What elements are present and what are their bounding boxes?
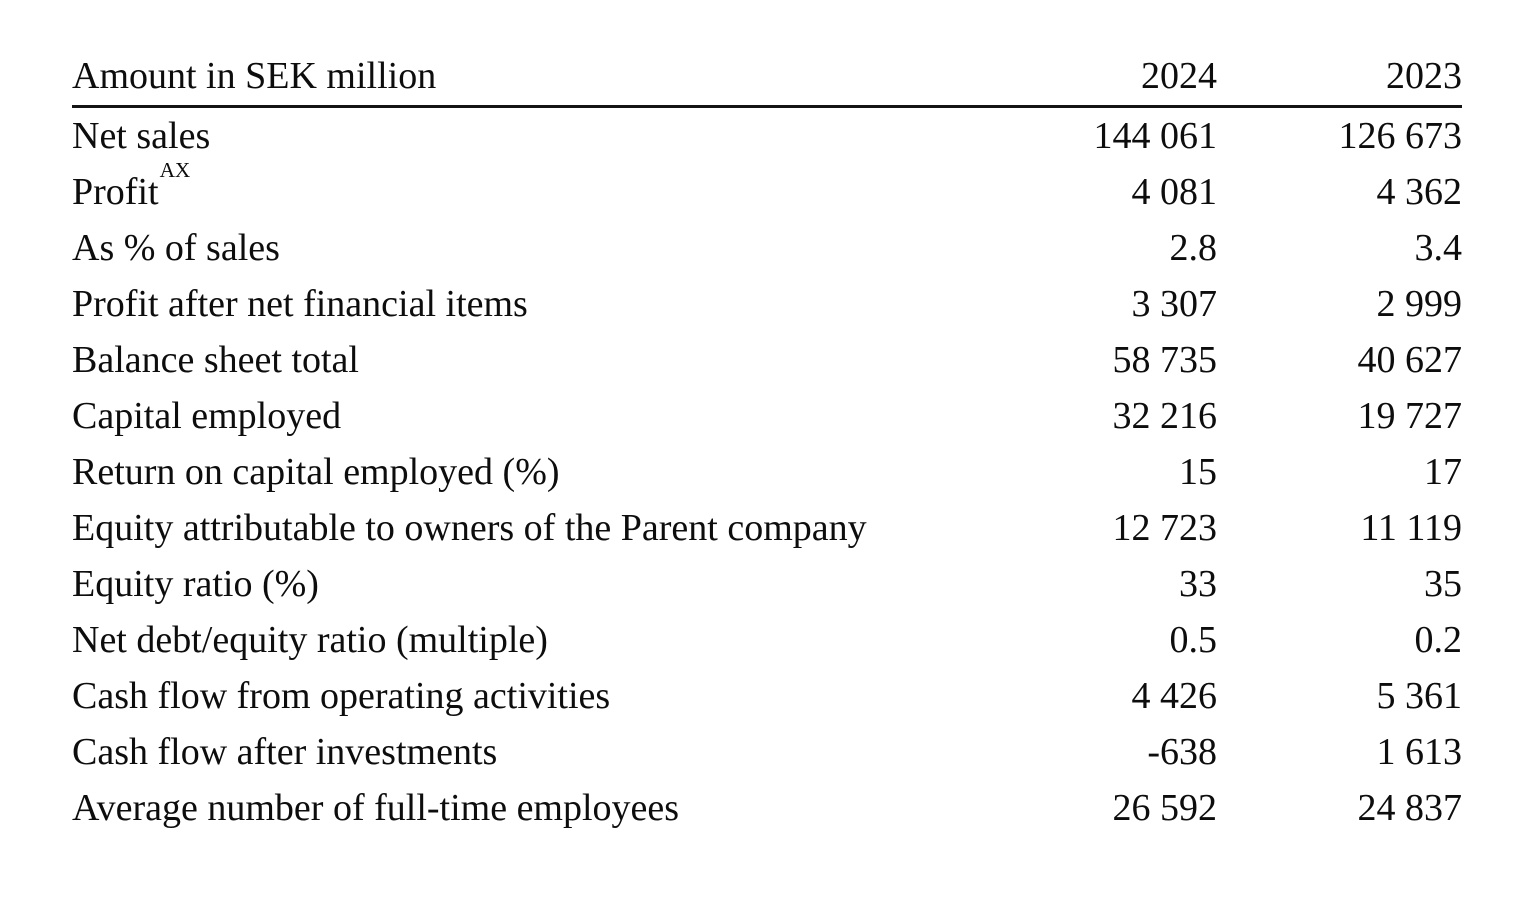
value-2023: 1 613	[1376, 731, 1463, 773]
value-2023: 2 999	[1376, 283, 1463, 325]
value-2024: 0.5	[1169, 619, 1218, 661]
value-2024: 58 735	[1112, 339, 1218, 381]
table-row: ProfitAX 4 081 4 362	[72, 158, 1463, 220]
row-label: Net sales	[72, 115, 211, 157]
value-2023: 40 627	[1357, 339, 1463, 381]
row-label: Return on capital employed (%)	[72, 451, 560, 493]
value-2023: 11 119	[1360, 507, 1462, 549]
table-row: Net debt/equity ratio (multiple) 0.5 0.2	[72, 612, 1462, 668]
row-label: Balance sheet total	[72, 339, 359, 381]
value-2024: 2.8	[1169, 227, 1218, 269]
row-label: As % of sales	[72, 227, 280, 269]
value-2024: 3 307	[1131, 283, 1218, 325]
row-label: Equity attributable to owners of the Par…	[72, 507, 867, 549]
table-row: Balance sheet total 58 735 40 627	[72, 332, 1462, 388]
row-label: Average number of full-time employees	[72, 787, 680, 829]
row-label: Cash flow after investments	[72, 731, 498, 773]
value-2023: 126 673	[1338, 115, 1463, 157]
value-2023: 3.4	[1414, 227, 1463, 269]
table-body: Net sales 144 061 126 673 ProfitAX 4 081 4 36…	[72, 107, 1462, 837]
table-row: Cash flow after investments -638 1 613	[72, 724, 1462, 780]
value-2023: 17	[1424, 451, 1462, 493]
value-2024: 33	[1179, 563, 1217, 605]
table-header-amount-in-sek-million: Amount in SEK million	[72, 40, 967, 108]
footnote-marker: AX	[159, 158, 191, 183]
value-2024: 26 592	[1112, 787, 1218, 829]
row-label: Equity ratio (%)	[72, 563, 319, 605]
table-row: Capital employed 32 216 19 727	[72, 388, 1462, 444]
table-row: Equity attributable to owners of the Par…	[72, 500, 1462, 556]
row-label: Profit after net financial items	[72, 283, 528, 325]
value-2024: 12 723	[1112, 507, 1218, 549]
value-2024: -638	[1147, 731, 1217, 773]
table-row: As % of sales 2.8 3.4	[72, 220, 1462, 276]
value-2024: 4 426	[1131, 675, 1218, 717]
value-2023: 24 837	[1357, 787, 1463, 829]
value-2023: 35	[1424, 563, 1462, 605]
value-2023: 4 362	[1376, 171, 1463, 213]
row-label: Net debt/equity ratio (multiple)	[72, 619, 548, 661]
table-row: Return on capital employed (%) 15 17	[72, 444, 1462, 500]
table-row: Cash flow from operating activities 4 426…	[72, 668, 1462, 724]
table-row: Net sales 144 061 126 673	[72, 107, 1462, 165]
financial-summary-table: Amount in SEK million 2024 2023 Net sale…	[72, 40, 1462, 836]
value-2023: 0.2	[1414, 619, 1463, 661]
row-label: Cash flow from operating activities	[72, 675, 611, 717]
value-2024: 4 081	[1131, 171, 1218, 213]
row-label: Capital employed	[72, 395, 342, 437]
table-row: Average number of full-time employees 26 …	[72, 780, 1462, 836]
value-2024: 32 216	[1112, 395, 1218, 437]
value-2023: 5 361	[1376, 675, 1463, 717]
value-2023: 19 727	[1357, 395, 1463, 437]
table-header-row: Amount in SEK million 2024 2023	[72, 40, 1462, 108]
table-row: Equity ratio (%) 33 35	[72, 556, 1462, 612]
value-2024: 144 061	[1093, 115, 1218, 157]
table-row: Profit after net financial items 3 307 2 9…	[72, 276, 1462, 332]
table-header-year-2023: 2023	[1217, 40, 1462, 108]
row-label: ProfitAX	[72, 158, 191, 213]
value-2024: 15	[1179, 451, 1217, 493]
table-header-year-2024: 2024	[967, 40, 1217, 108]
